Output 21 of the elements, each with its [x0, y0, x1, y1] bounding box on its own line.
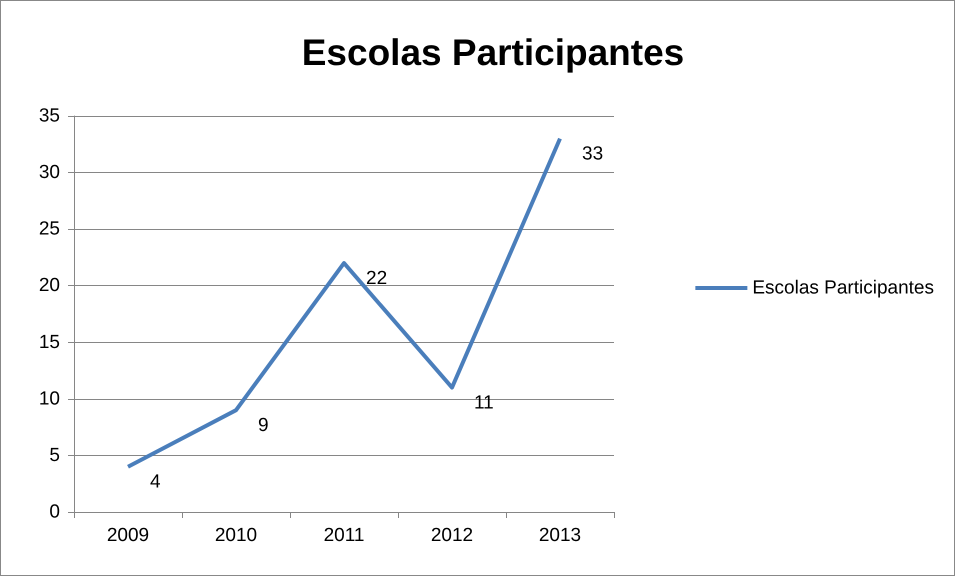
data-label: 11 — [474, 392, 494, 414]
line-series — [126, 136, 562, 469]
x-tick-label: 2012 — [430, 525, 474, 546]
legend-label: Escolas Participantes — [752, 278, 934, 298]
y-tick-label: 25 — [38, 218, 60, 240]
y-tick-label: 15 — [38, 332, 60, 353]
data-label: 9 — [258, 415, 269, 436]
x-tick-label: 2010 — [214, 525, 258, 546]
data-label: 33 — [582, 144, 604, 165]
y-tick-label: 30 — [38, 162, 60, 184]
x-tick-label: 2009 — [106, 525, 150, 546]
chart-title: Escolas Participantes — [302, 32, 684, 73]
x-tick-label: 2011 — [324, 525, 364, 546]
data-label: 22 — [366, 268, 388, 290]
y-tick-label: 20 — [38, 275, 60, 296]
y-tick-label: 35 — [38, 106, 60, 126]
y-tick-label: 0 — [49, 502, 60, 522]
data-label: 4 — [150, 472, 161, 493]
x-tick-label: 2013 — [538, 525, 582, 546]
y-tick-label: 5 — [49, 444, 60, 466]
y-tick-label: 10 — [38, 388, 60, 410]
